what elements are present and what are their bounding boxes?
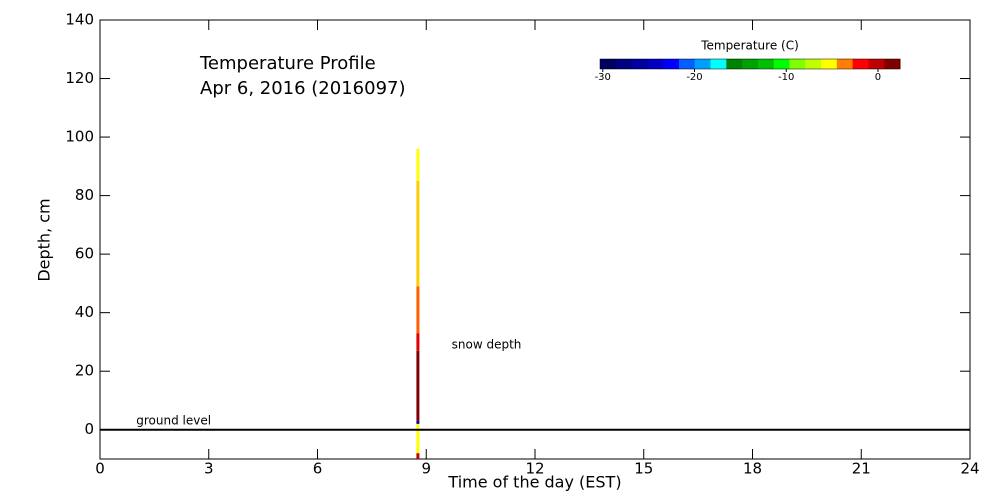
x-axis-label: Time of the day (EST): [447, 473, 621, 492]
x-tick-label: 9: [421, 460, 431, 478]
colorbar-cell: [647, 59, 664, 69]
colorbar-cell: [663, 59, 680, 69]
profile-segment: [416, 423, 420, 454]
profile-segment: [416, 286, 420, 334]
profile-segment: [416, 333, 420, 351]
colorbar-cell: [884, 59, 901, 69]
y-tick-label: 120: [65, 69, 94, 87]
y-tick-label: 60: [75, 245, 94, 263]
y-tick-label: 80: [75, 186, 94, 204]
colorbar-cell: [631, 59, 648, 69]
colorbar-cell: [615, 59, 633, 69]
colorbar-cell: [805, 59, 822, 69]
colorbar-tick-label: -20: [686, 72, 702, 83]
annotation: ground level: [136, 413, 211, 427]
colorbar-tick-label: -30: [595, 72, 611, 83]
colorbar-cell: [757, 59, 775, 69]
colorbar-cell: [678, 59, 696, 69]
y-tick-label: 100: [65, 128, 94, 146]
profile-segment: [416, 180, 420, 287]
profile-segment: [416, 350, 420, 421]
colorbar-cell: [773, 59, 790, 69]
x-tick-label: 3: [204, 460, 214, 478]
x-tick-label: 24: [960, 460, 979, 478]
colorbar-cell: [600, 59, 617, 69]
colorbar-label: Temperature (C): [700, 39, 799, 53]
chart-title: Temperature Profile: [199, 53, 376, 74]
colorbar-cell: [710, 59, 727, 69]
x-tick-label: 6: [313, 460, 323, 478]
x-tick-label: 21: [852, 460, 871, 478]
colorbar-tick-label: -10: [778, 72, 794, 83]
annotation: snow depth: [452, 337, 522, 351]
x-tick-label: 18: [743, 460, 762, 478]
colorbar-cell: [726, 59, 743, 69]
profile-segment: [416, 420, 420, 424]
chart-subtitle: Apr 6, 2016 (2016097): [200, 78, 406, 99]
colorbar-frame: [599, 58, 901, 70]
colorbar-cell: [868, 59, 885, 69]
colorbar-tick-label: 0: [875, 72, 881, 83]
x-tick-label: 12: [525, 460, 544, 478]
x-tick-label: 15: [634, 460, 653, 478]
colorbar-cell: [742, 59, 759, 69]
colorbar-cell: [789, 59, 806, 69]
colorbar-cell: [694, 59, 712, 69]
profile-segment: [416, 453, 420, 459]
y-axis-label: Depth, cm: [35, 198, 54, 281]
y-tick-label: 140: [65, 11, 94, 29]
colorbar-cell: [821, 59, 838, 69]
y-tick-label: 20: [75, 362, 94, 380]
colorbar-cell: [836, 59, 854, 69]
x-tick-label: 0: [95, 460, 105, 478]
y-tick-label: 40: [75, 303, 94, 321]
colorbar-cell: [852, 59, 869, 69]
profile-segment: [416, 148, 420, 181]
y-tick-label: 0: [84, 420, 94, 438]
